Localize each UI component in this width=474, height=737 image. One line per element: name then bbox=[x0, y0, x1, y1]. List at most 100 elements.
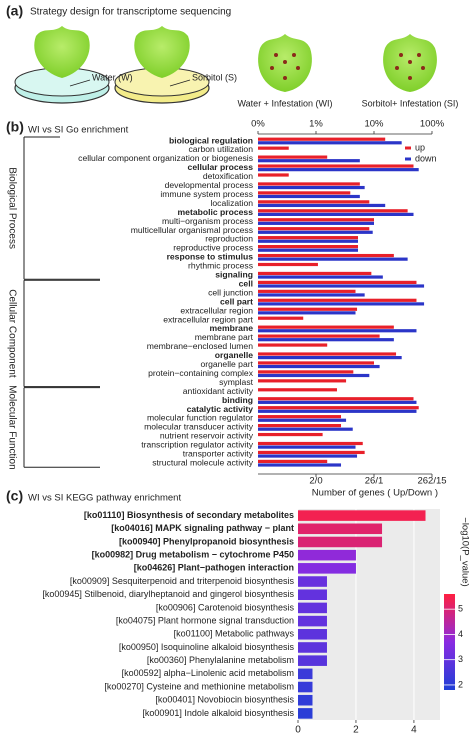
term-label: catalytic activity bbox=[187, 404, 254, 414]
pathway-label: [ko00270] Cysteine and methionine metabo… bbox=[104, 681, 294, 691]
term-label: reproductive process bbox=[173, 243, 253, 253]
bar-down bbox=[258, 445, 356, 449]
bar-down bbox=[258, 212, 414, 216]
bar bbox=[298, 655, 327, 666]
colorbar-tick-label: 2 bbox=[458, 679, 463, 689]
group-label: Molecular Function bbox=[6, 385, 17, 469]
bar-up bbox=[258, 209, 408, 213]
bar-up bbox=[258, 352, 397, 356]
bar-down bbox=[258, 418, 347, 422]
legend-swatch bbox=[405, 146, 411, 150]
bar-up bbox=[258, 343, 328, 347]
bar-down bbox=[258, 454, 358, 458]
bar-down bbox=[258, 185, 365, 190]
term-label: localization bbox=[210, 198, 253, 208]
condition-label: Sorbitol (S) bbox=[192, 72, 237, 82]
bar-down bbox=[258, 284, 425, 288]
leaf bbox=[34, 26, 90, 78]
term-label: cell junction bbox=[208, 287, 253, 297]
bar-up bbox=[258, 307, 358, 311]
bar-down bbox=[258, 356, 402, 360]
bar-up bbox=[258, 379, 347, 383]
bar-down bbox=[258, 159, 360, 163]
term-label: symplast bbox=[219, 377, 254, 387]
term-label: cellular component organization or bioge… bbox=[78, 153, 253, 163]
panel-label: (b) bbox=[6, 119, 24, 135]
bar-up bbox=[258, 406, 419, 410]
bar bbox=[298, 576, 327, 587]
term-label: extracellular region part bbox=[163, 314, 253, 324]
term-label: transporter activity bbox=[183, 449, 254, 459]
condition-label: Water (W) bbox=[92, 72, 133, 82]
group-label: Biological Process bbox=[6, 167, 17, 249]
term-label: immune system process bbox=[160, 189, 253, 199]
chart-title: WI vs SI Go enrichment bbox=[28, 125, 129, 136]
bar-up bbox=[258, 164, 414, 168]
colorbar-tick-label: 5 bbox=[458, 604, 463, 614]
legend-label: down bbox=[415, 153, 437, 163]
term-label: organelle bbox=[215, 350, 253, 360]
term-label: developmental process bbox=[165, 180, 253, 190]
bar-up bbox=[258, 253, 394, 258]
bar-down bbox=[258, 427, 353, 431]
bar-up bbox=[258, 361, 374, 365]
bar-up bbox=[258, 298, 417, 302]
bar bbox=[298, 563, 356, 574]
term-label: antioxidant activity bbox=[183, 386, 254, 396]
pathway-label: [ko00909] Sesquiterpenoid and triterpeno… bbox=[70, 576, 295, 586]
pathway-label: [ko01100] Metabolic pathways bbox=[174, 629, 295, 639]
term-label: response to stimulus bbox=[167, 252, 254, 262]
bar-down bbox=[258, 239, 359, 243]
bar-down bbox=[258, 311, 356, 315]
bar-down bbox=[258, 203, 386, 208]
pointer bbox=[169, 79, 191, 87]
term-label: binding bbox=[222, 395, 253, 405]
panel-label: (a) bbox=[6, 3, 23, 19]
x-tick-label: 2 bbox=[353, 725, 359, 736]
group-label: Cellular Component bbox=[6, 289, 17, 378]
legend-label: up bbox=[415, 142, 425, 152]
bar-down bbox=[258, 329, 417, 333]
colorbar-tick-label: 3 bbox=[458, 654, 463, 664]
bar bbox=[298, 642, 327, 653]
bar-up bbox=[258, 218, 374, 222]
bar-up bbox=[258, 441, 363, 446]
bar bbox=[298, 694, 313, 706]
pathway-label: [ko00950] Isoquinoline alkaloid biosynth… bbox=[119, 642, 295, 652]
bar bbox=[298, 589, 327, 600]
colorbar bbox=[444, 594, 455, 690]
panel-label: (c) bbox=[6, 488, 23, 504]
term-label: membrane bbox=[210, 323, 254, 333]
bar bbox=[298, 510, 426, 521]
legend-swatch bbox=[405, 157, 411, 161]
bar-down bbox=[258, 409, 417, 413]
x-tick-label: 10% bbox=[364, 119, 384, 130]
term-label: detoxification bbox=[203, 171, 253, 181]
condition-label: Water + Infestation (WI) bbox=[238, 98, 333, 108]
pathway-label: [ko00901] Indole alkaloid biosynthesis bbox=[142, 708, 294, 718]
bar-down bbox=[258, 364, 380, 369]
pathway-label: [ko00982] Drug metabolism − cytochrome P… bbox=[92, 550, 294, 560]
colorbar-tick-label: 4 bbox=[458, 629, 463, 639]
term-label: cell bbox=[239, 278, 253, 288]
term-label: molecular transducer activity bbox=[144, 422, 254, 432]
term-label: carbon utilization bbox=[189, 144, 254, 154]
term-label: transcription regulator activity bbox=[141, 440, 253, 450]
pathway-label: [ko00592] alpha−Linolenic acid metabolis… bbox=[122, 668, 294, 678]
bar-up bbox=[258, 334, 380, 338]
bar-up bbox=[258, 424, 342, 428]
x-tick-label: 0% bbox=[251, 119, 265, 130]
x2-tick-label: 2/0 bbox=[309, 476, 322, 487]
pointer bbox=[69, 79, 91, 87]
bar-down bbox=[258, 194, 360, 199]
bar-up bbox=[258, 146, 289, 150]
bar-up bbox=[258, 325, 394, 329]
bar-down bbox=[258, 168, 419, 172]
term-label: cellular process bbox=[188, 162, 254, 172]
term-label: metabolic process bbox=[178, 207, 254, 217]
bar-up bbox=[258, 316, 304, 320]
panel-title: Strategy design for transcriptome sequen… bbox=[30, 7, 231, 18]
bar-up bbox=[258, 137, 386, 141]
bar bbox=[298, 615, 327, 627]
